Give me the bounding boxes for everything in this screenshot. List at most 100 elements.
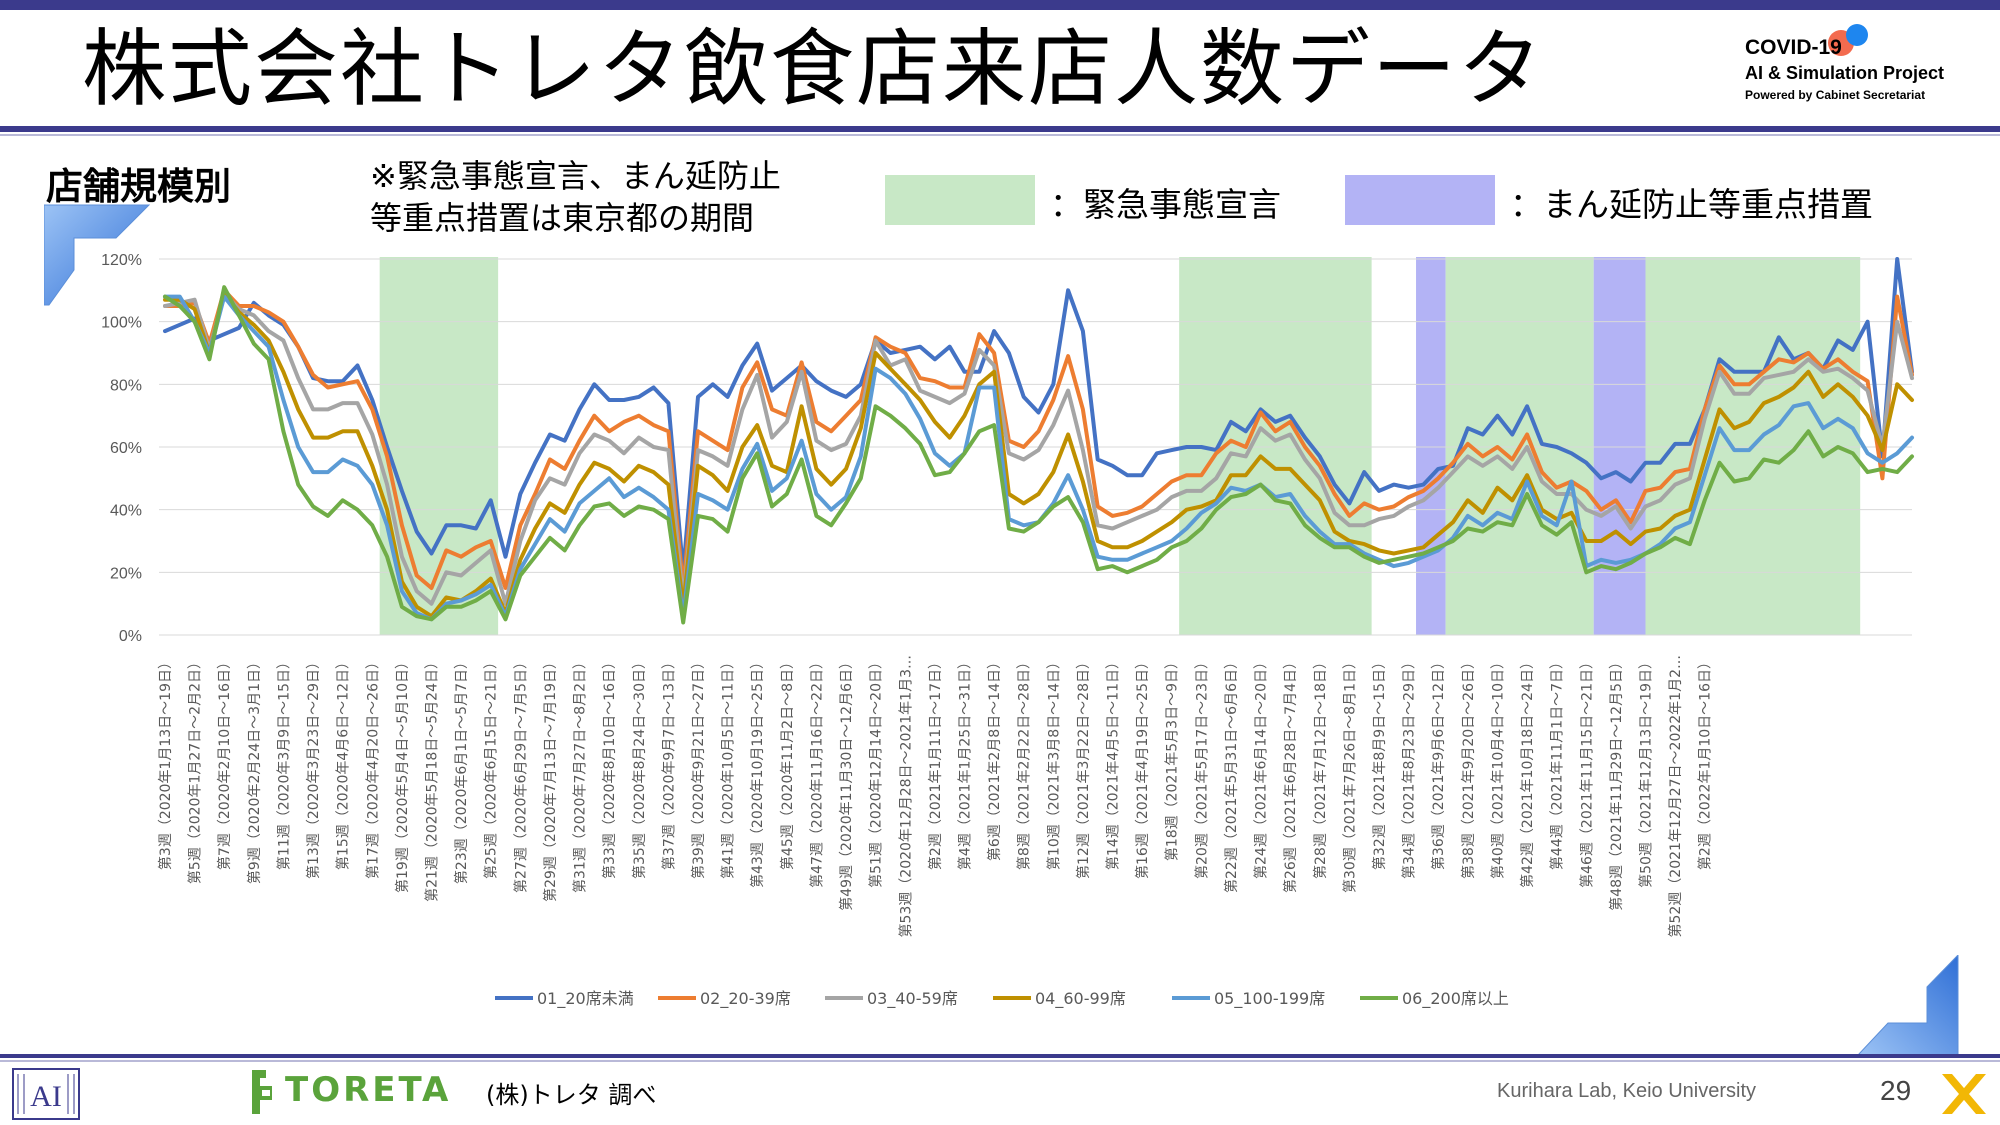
priority-period-band bbox=[1593, 257, 1646, 635]
series-line-03_40-59席 bbox=[163, 291, 1914, 606]
period-note-line-2: 等重点措置は東京都の期間 bbox=[370, 199, 755, 237]
x-tick-label: 第47週（2020年11月16日～22日） bbox=[808, 655, 825, 888]
x-tick-label: 第38週（2021年9月20日～26日） bbox=[1460, 655, 1477, 879]
emergency-legend-swatch bbox=[885, 175, 1035, 225]
covid-logo-blue-dot bbox=[1846, 24, 1868, 46]
legend-label: 01_20席未満 bbox=[537, 989, 634, 1009]
covid-ai-simulation-logo: COVID-19 AI & Simulation Project Powered… bbox=[1745, 34, 1990, 105]
toreta-wordmark: TORETA bbox=[285, 1070, 452, 1110]
x-tick-label: 第19週（2020年5月4日～5月10日） bbox=[394, 655, 411, 893]
x-tick-label: 第17週（2020年4月20日～26日） bbox=[364, 655, 381, 879]
x-tick-label: 第20週（2021年5月17日～23日） bbox=[1193, 655, 1210, 879]
toreta-logo-icon bbox=[252, 1070, 272, 1114]
title-divider-shadow bbox=[0, 134, 2000, 136]
series-lines bbox=[163, 257, 1914, 625]
y-tick-label: 120% bbox=[101, 252, 142, 269]
shaded-periods bbox=[379, 257, 1861, 635]
brand-line-2: AI & Simulation Project bbox=[1745, 63, 1945, 83]
series-line-02_20-39席 bbox=[163, 288, 1914, 590]
y-tick-label: 40% bbox=[110, 503, 142, 520]
x-tick-label: 第37週（2020年9月7日～13日） bbox=[660, 655, 677, 870]
x-tick-label: 第46週（2021年11月15日～21日） bbox=[1578, 655, 1595, 888]
x-tick-label: 第48週（2021年11月29日～12月5日） bbox=[1608, 655, 1625, 911]
y-tick-label: 0% bbox=[119, 628, 142, 645]
emergency-period-band bbox=[1179, 257, 1372, 635]
x-tick-label: 第13週（2020年3月23日～29日） bbox=[305, 655, 322, 879]
footer-divider bbox=[0, 1054, 2000, 1058]
x-tick-label: 第12週（2021年3月22日～28日） bbox=[1075, 655, 1092, 879]
ai-lab-logo-icon: AI bbox=[12, 1068, 80, 1120]
x-tick-label: 第41週（2020年10月5日～11日） bbox=[720, 655, 737, 879]
x-tick-label: 第49週（2020年11月30日～12月6日） bbox=[838, 655, 855, 911]
x-tick-label: 第9週（2020年2月24日～3月1日） bbox=[246, 655, 263, 884]
x-tick-label: 第22週（2021年5月31日～6月6日） bbox=[1223, 655, 1240, 893]
x-tick-label: 第28週（2021年7月12日～18日） bbox=[1312, 655, 1329, 879]
x-tick-label: 第5週（2020年1月27日～2月2日） bbox=[187, 655, 204, 884]
x-tick-label: 第4週（2021年1月25日～31日） bbox=[956, 655, 973, 870]
lab-credit: Kurihara Lab, Keio University bbox=[1497, 1080, 1757, 1102]
x-tick-label: 第18週（2021年5月3日～9日） bbox=[1164, 655, 1181, 861]
x-tick-label: 第42週（2021年10月18日～24日） bbox=[1519, 655, 1536, 888]
x-tick-label: 第33週（2020年8月10日～16日） bbox=[601, 655, 618, 879]
x-tick-label: 第2週（2021年1月11日～17日） bbox=[927, 655, 944, 870]
footer-divider-shadow bbox=[0, 1060, 2000, 1062]
x-tick-label: 第2週（2022年1月10日～16日） bbox=[1697, 655, 1714, 870]
visitor-line-chart: 0% 20% 40% 60% 80% 100% 120% 第3週（2020年1月13日～19… bbox=[101, 252, 1914, 1009]
x-tick-label: 第36週（2021年9月6日～12日） bbox=[1430, 655, 1447, 870]
x-tick-label: 第23週（2020年6月1日～5月7日） bbox=[453, 655, 470, 884]
x-tick-label: 第16週（2021年4月19日～25日） bbox=[1134, 655, 1151, 879]
period-note-line-1: ※緊急事態宣言、まん延防止 bbox=[370, 157, 781, 195]
x-tick-label: 第50週（2021年12月13日～19日） bbox=[1638, 655, 1655, 888]
x-tick-label: 第35週（2020年8月24日～30日） bbox=[631, 655, 648, 879]
y-axis-ticks: 0% 20% 40% 60% 80% 100% 120% bbox=[101, 252, 142, 645]
series-line-04_60-99席 bbox=[163, 291, 1914, 619]
x-tick-label: 第7週（2020年2月10日～16日） bbox=[216, 655, 233, 870]
x-tick-label: 第53週（2020年12月28日～2021年1月3… bbox=[897, 655, 914, 938]
x-tick-label: 第21週（2020年5月18日～5月24日） bbox=[423, 655, 440, 902]
x-tick-label: 第40週（2021年10月4日～10日） bbox=[1489, 655, 1506, 879]
top-frame-bar bbox=[0, 0, 2000, 10]
legend-label: 06_200席以上 bbox=[1402, 989, 1509, 1009]
priority-legend-swatch bbox=[1345, 175, 1495, 225]
x-tick-label: 第52週（2021年12月27日～2022年1月2… bbox=[1667, 655, 1684, 938]
page-number: 29 bbox=[1880, 1075, 1912, 1106]
x-tick-label: 第6週（2021年2月8日～14日） bbox=[986, 655, 1003, 861]
x-tick-label: 第29週（2020年7月13日～7月19日） bbox=[542, 655, 559, 902]
x-tick-label: 第44週（2021年11月1日～7日） bbox=[1549, 655, 1566, 870]
x-tick-label: 第14週（2021年4月5日～11日） bbox=[1105, 655, 1122, 870]
x-tick-label: 第15週（2020年4月6日～12日） bbox=[335, 655, 352, 870]
emergency-legend-label: ：緊急事態宣言 bbox=[1050, 185, 1281, 224]
x-tick-label: 第31週（2020年7月27日～8月2日） bbox=[572, 655, 589, 893]
svg-text:AI: AI bbox=[30, 1080, 62, 1113]
x-tick-label: 第24週（2021年6月14日～20日） bbox=[1253, 655, 1270, 879]
x-tick-label: 第3週（2020年1月13日～19日） bbox=[157, 655, 174, 870]
x-axis-ticks: 第3週（2020年1月13日～19日） 第5週（2020年1月27日～2月2日） 第… bbox=[157, 655, 1714, 938]
page-title: 株式会社トレタ飲食店来店人数データ bbox=[82, 20, 1545, 118]
x-tick-label: 第51週（2020年12月14日～20日） bbox=[868, 655, 885, 888]
y-tick-label: 80% bbox=[110, 377, 142, 394]
y-tick-label: 60% bbox=[110, 440, 142, 457]
legend-label: 02_20-39席 bbox=[700, 989, 791, 1009]
legend-label: 03_40-59席 bbox=[867, 989, 958, 1009]
priority-period-band bbox=[1416, 257, 1446, 635]
x-tick-label: 第43週（2020年10月19日～25日） bbox=[749, 655, 766, 888]
legend-label: 05_100-199席 bbox=[1214, 989, 1325, 1009]
x-tick-label: 第30週（2021年7月26日～8月1日） bbox=[1341, 655, 1358, 893]
x-tick-label: 第45週（2020年11月2日～8日） bbox=[779, 655, 796, 870]
section-label: 店舗規模別 bbox=[46, 165, 231, 208]
y-tick-label: 100% bbox=[101, 315, 142, 332]
series-line-01_20席未満 bbox=[163, 257, 1914, 575]
y-tick-label: 20% bbox=[110, 565, 142, 582]
x-tick-label: 第11週（2020年3月9日～15日） bbox=[275, 655, 292, 870]
brand-line-1: COVID-19 bbox=[1745, 36, 1842, 59]
legend-label: 04_60-99席 bbox=[1035, 989, 1126, 1009]
keio-x-logo-icon bbox=[1942, 1074, 1986, 1114]
x-tick-label: 第32週（2021年8月9日～15日） bbox=[1371, 655, 1388, 870]
chart-legend: 01_20席未満 02_20-39席 03_40-59席 04_60-99席 05_10… bbox=[495, 989, 1509, 1009]
x-tick-label: 第39週（2020年9月21日～27日） bbox=[690, 655, 707, 879]
x-tick-label: 第8週（2021年2月22日～28日） bbox=[1016, 655, 1033, 870]
x-tick-label: 第34週（2021年8月23日～29日） bbox=[1401, 655, 1418, 879]
series-line-06_200席以上 bbox=[163, 285, 1914, 625]
period-note: ※緊急事態宣言、まん延防止 等重点措置は東京都の期間 bbox=[370, 155, 781, 239]
source-note: (株)トレタ 調べ bbox=[486, 1081, 657, 1109]
